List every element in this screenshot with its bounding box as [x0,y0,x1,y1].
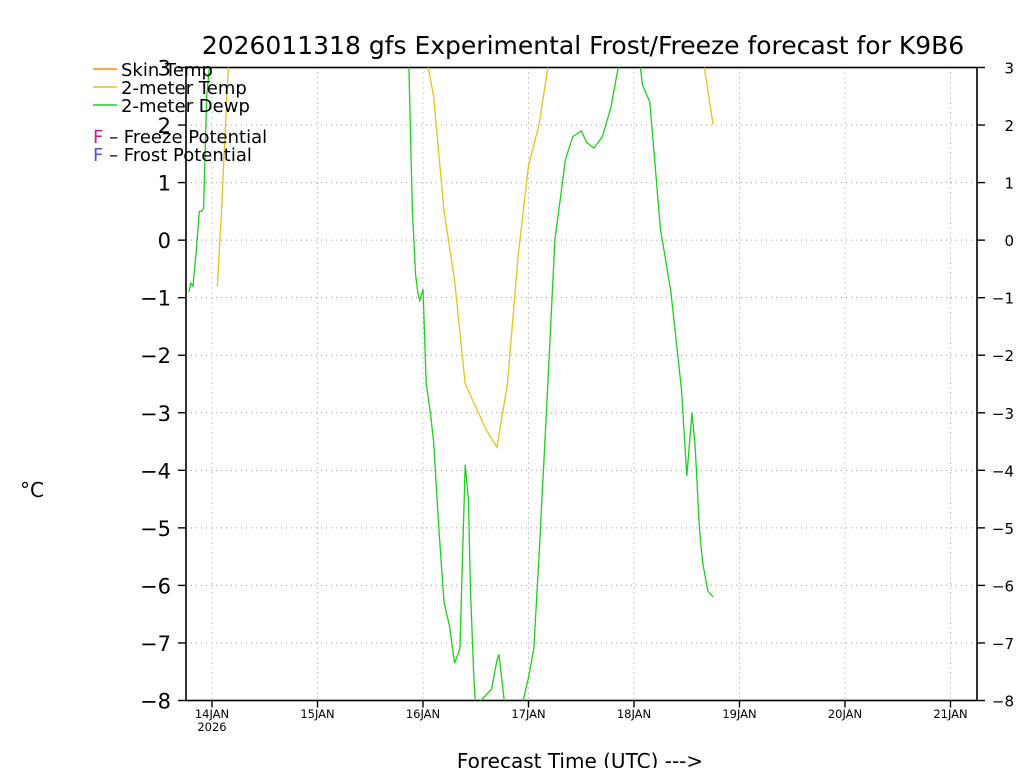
x-tick-label: 16JAN [406,707,440,721]
series-layer [188,67,714,701]
y-axis-left: −8 −7 −6 −5 −4 −3 −2 −1 0 1 2 3 [140,57,186,714]
y-tick-label-left: −6 [140,574,171,598]
potential-symbol: F [93,127,103,148]
grid [186,67,977,701]
x-axis-label: Forecast Time (UTC) ---> [457,749,703,768]
potential-symbol: F [93,145,103,166]
y-tick-label-right: −7 [992,635,1014,653]
legend-label: 2-meter Temp [121,78,247,99]
x-tick-label: 19JAN [722,707,756,721]
y-tick-label-right: −3 [992,405,1014,423]
y-axis-right: −8 −7 −6 −5 −4 −3 −2 −1 0 1 2 3 [977,60,1014,711]
y-tick-label-left: −1 [140,287,171,311]
y-tick-label-right: 0 [1004,232,1014,250]
y-tick-label-right: 3 [1004,60,1014,78]
potential-text: – Frost Potential [103,145,252,166]
potential-text: – Freeze Potential [103,127,267,148]
y-tick-label-left: 2 [158,114,171,138]
x-tick-label: 15JAN [300,707,334,721]
y-tick-label-left: 0 [158,229,171,253]
chart-title: 2026011318 gfs Experimental Frost/Freeze… [202,31,964,60]
x-tick-label: 18JAN [617,707,651,721]
legend-label: 2-meter Dewp [121,96,250,117]
potential-legend-item: F – Freeze Potential [93,127,267,148]
series-line-2-meter-temp [216,67,714,450]
y-axis-label: °C [20,478,44,502]
y-tick-label-left: −3 [140,402,171,426]
y-tick-label-left: −8 [140,690,171,714]
plot-frame [185,66,978,702]
y-tick-label-right: −5 [992,520,1014,538]
y-tick-label-right: −6 [992,577,1014,595]
y-tick-label-right: −2 [992,347,1014,365]
x-tick-label: 20JAN [828,707,862,721]
x-tick-label: 21JAN [933,707,967,721]
series-line-2-meter-dewp [188,67,714,701]
y-tick-label-left: −5 [140,517,171,541]
x-tick-label: 14JAN [195,707,229,721]
y-tick-label-left: 3 [158,57,171,81]
x-tick-sublabel: 2026 [197,720,226,734]
y-tick-label-right: −4 [992,462,1014,480]
potential-legend-item: F – Frost Potential [93,145,252,166]
y-tick-label-right: 1 [1004,175,1014,193]
y-tick-label-left: −2 [140,344,171,368]
legend-label: Skin Temp [121,60,213,81]
y-tick-label-right: −8 [992,693,1014,711]
y-tick-label-right: 2 [1004,117,1014,135]
y-tick-label-right: −1 [992,290,1014,308]
y-tick-label-left: −7 [140,632,171,656]
y-tick-label-left: −4 [140,459,171,483]
x-tick-label: 17JAN [511,707,545,721]
y-tick-label-left: 1 [158,172,171,196]
